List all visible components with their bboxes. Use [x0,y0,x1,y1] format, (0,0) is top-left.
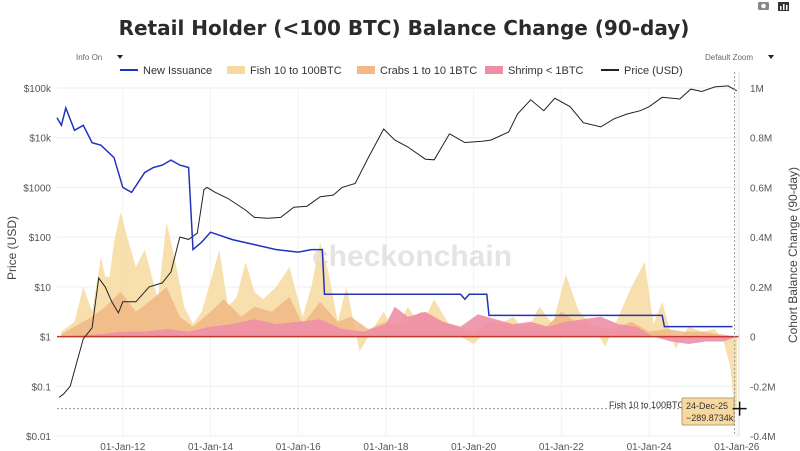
y-right-tick-label: 1M [750,84,764,95]
chart-title: Retail Holder (<100 BTC) Balance Change … [119,16,690,40]
area-shrimp [61,306,737,344]
zoom-dropdown[interactable]: Default Zoom [700,50,780,64]
legend-label: Crabs 1 to 10 1BTC [380,65,477,77]
axes: $0.01 $0.1 $1 $10 $100 $1000 $10k $100k -0.4M -0.… [23,72,776,451]
series-lines [56,85,738,398]
y-left-tick-label: $10 [34,283,51,294]
tooltip-value: −289.8734k [686,413,734,423]
chevron-down-icon [117,55,123,59]
legend-swatch [227,66,245,74]
y-right-tick-label: -0.4M [750,432,776,443]
legend-label: New Issuance [143,65,212,77]
bar-chart-icon[interactable] [778,2,789,11]
price-line [58,85,738,398]
legend: New Issuance Fish 10 to 100BTC Crabs 1 to … [120,65,683,77]
info-toggle-dropdown[interactable]: Info On [68,50,128,64]
y-right-tick-label: 0.8M [750,134,772,145]
x-tick-label: 01-Jan-16 [276,442,321,451]
y-left-tick-label: $10k [29,134,52,145]
y-left-tick-label: $100k [24,84,52,95]
x-tick-label: 01-Jan-14 [188,442,233,451]
y-right-tick-label: 0.4M [750,233,772,244]
x-tick-label: 01-Jan-12 [100,442,145,451]
legend-label: Shrimp < 1BTC [508,65,584,77]
y-right-tick-label: -0.2M [750,382,776,393]
info-toggle-label: Info On [76,53,102,62]
y-right-tick-label: 0.6M [750,183,772,194]
chevron-down-icon [768,55,774,59]
hover-annotation: Fish 10 to 100BTC 24-Dec-25 −289.8734k [57,72,747,436]
y-axis-right-label: Cohort Balance Change (90-day) [786,167,800,343]
tooltip-date: 24-Dec-25 [686,401,728,411]
hover-series-label: Fish 10 to 100BTC [609,400,685,410]
y-left-tick-label: $1000 [23,183,51,194]
crosshair-cursor-icon [732,401,747,416]
y-right-tick-label: 0.2M [750,283,772,294]
x-tick-label: 01-Jan-18 [363,442,408,451]
y-right-tick-label: 0 [750,333,756,344]
camera-icon[interactable] [758,2,769,10]
x-tick-label: 01-Jan-22 [539,442,584,451]
zoom-dropdown-label: Default Zoom [705,53,753,62]
y-left-tick-label: $0.01 [26,432,51,443]
y-left-tick-label: $1 [40,333,52,344]
y-left-tick-label: $100 [29,233,52,244]
legend-label: Fish 10 to 100BTC [250,65,342,77]
x-tick-label: 01-Jan-26 [714,442,759,451]
new-issuance-line [56,105,733,328]
legend-label: Price (USD) [624,65,683,77]
y-left-tick-label: $0.1 [32,382,52,393]
tooltip-box [681,397,735,426]
stacked-areas [61,212,737,409]
watermark: checkonchain [312,240,512,273]
y-axis-left-label: Price (USD) [5,216,19,280]
x-tick-label: 01-Jan-20 [451,442,496,451]
legend-swatch [485,66,503,74]
x-tick-label: 01-Jan-24 [627,442,672,451]
legend-swatch [357,66,375,74]
